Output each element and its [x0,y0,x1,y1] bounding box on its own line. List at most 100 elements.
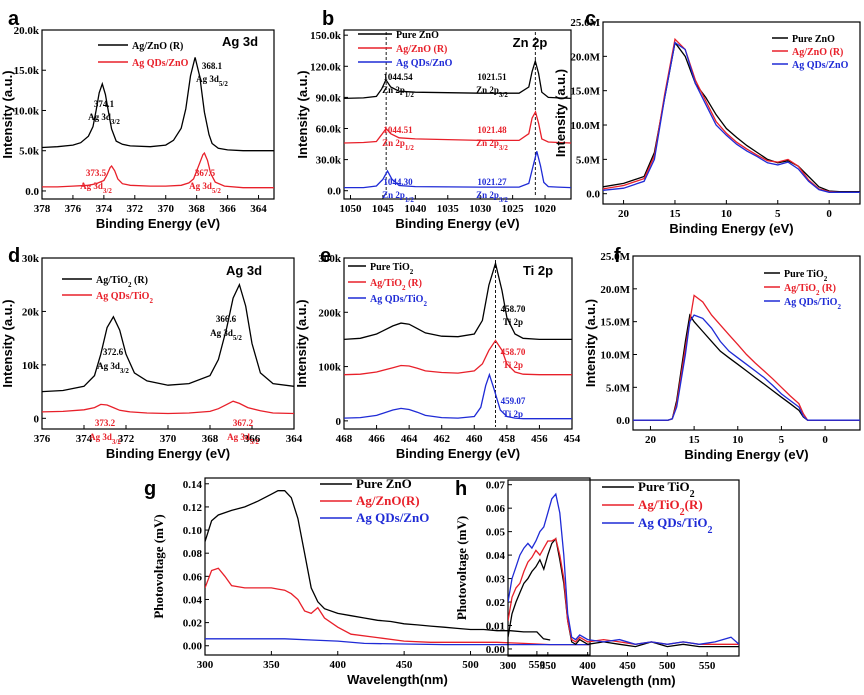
plot-frame [507,479,740,657]
x-tick-label: 15 [689,434,701,446]
y-tick-label: 0.08 [183,548,203,560]
peak-annotation: Ag 3d3/2 [80,181,112,195]
x-tick-label: 1040 [404,203,427,215]
x-tick-label: 0 [826,208,832,220]
x-tick-label: 368 [188,203,205,215]
x-tick-label: 1050 [339,203,362,215]
x-tick-label: 450 [619,660,636,672]
series-line-1 [42,282,294,393]
x-tick-label: 5 [779,434,785,446]
y-axis-label: Intensity (a.u.) [0,70,15,158]
x-tick-label: 462 [433,433,450,445]
y-tick-label: 0.00 [486,644,506,656]
panel-g: g 300 350 400 450 500 550 0.00 0.02 0.04 0.06 0.08 0… [144,476,591,687]
peak-annotation: Ti 2p [503,360,523,370]
panel-letter: h [455,478,467,500]
x-tick-label: 400 [579,660,596,672]
y-axis-label: Intensity (a.u.) [294,299,309,387]
x-tick-label: 364 [286,433,303,445]
x-tick-label: 374 [96,203,113,215]
y-axis-label: Intensity (a.u.) [295,70,310,158]
peak-annotation: 1021.27 [477,177,507,187]
x-tick-label: 458 [499,433,516,445]
y-tick-label: 0.04 [486,550,506,562]
peak-annotation: Zn 2p3/2 [476,138,508,152]
peak-annotation: 373.2 [95,418,116,428]
series-line-2 [508,537,739,645]
x-tick-label: 1035 [437,203,460,215]
x-axis-label: Binding Energy (eV) [684,447,808,462]
x-tick-label: 374 [76,433,93,445]
x-axis-label: Binding Energy (eV) [396,446,520,461]
x-axis-label: Binding Energy (eV) [669,221,793,236]
x-tick-label: 456 [531,433,548,445]
x-tick-label: 370 [157,203,174,215]
series-line-1 [508,537,739,648]
x-tick-label: 350 [263,659,280,671]
y-tick-label: 120.0k [310,61,342,73]
series-line-3 [633,314,860,421]
y-tick-label: 0 [336,416,342,428]
peak-annotation: Ag 3d5/2 [227,432,259,446]
y-axis-label: Intensity (a.u.) [553,69,568,157]
x-tick-label: 368 [202,433,219,445]
x-tick-label: 454 [564,433,581,445]
x-tick-label: 300 [197,659,214,671]
y-tick-label: 0.0 [616,415,630,427]
y-tick-label: 10k [22,360,40,372]
peak-annotation: 1044.54 [383,72,413,82]
series-line-3 [508,492,739,645]
peak-annotation: Zn 2p1/2 [382,138,414,152]
legend-entry: Ag QDs/TiO2 [96,291,153,305]
peak-annotation: 1021.51 [477,72,507,82]
peak-annotation: Zn 2p1/2 [382,190,414,204]
x-tick-label: 15 [669,208,681,220]
x-tick-label: 466 [368,433,385,445]
y-tick-label: 0.14 [183,479,203,491]
series-line-1 [205,490,551,641]
y-tick-label: 0.04 [183,594,203,606]
panel-title: Ag 3d [226,263,262,278]
panel-d: d 376 374 372 370 368 366 364 0 10k 20k 30k Binding … [0,245,303,461]
x-tick-label: 400 [330,659,347,671]
y-tick-label: 200k [318,307,342,319]
x-tick-label: 500 [462,659,479,671]
y-tick-label: 0.03 [486,574,506,586]
x-tick-label: 464 [401,433,418,445]
legend-entry: Ag QDs/TiO2 [784,297,841,311]
panel-a: a 378 376 374 372 370 368 366 364 0.0 5.0k 10.0k 15.… [0,8,275,231]
series-line-2 [42,151,274,189]
x-tick-label: 372 [127,203,144,215]
y-tick-label: 15.0M [570,86,600,98]
y-tick-label: 15.0M [600,317,630,329]
y-tick-label: 60.0k [316,123,342,135]
peak-annotation: 1044.51 [383,125,413,135]
x-tick-label: 550 [699,660,716,672]
y-tick-label: 10.0M [570,120,600,132]
series-line-2 [344,110,571,144]
legend-entry: Ag/ZnO(R) [356,493,420,508]
x-tick-label: 1030 [469,203,492,215]
peak-annotation: 1044.30 [383,177,413,187]
x-tick-label: 20 [645,434,657,446]
x-tick-label: 370 [160,433,177,445]
panel-letter: e [320,245,331,267]
y-tick-label: 25.0M [600,251,630,263]
panel-f: f 20 15 10 5 0 0.0 5.0M 10.0M 15.0M 20.0M 25.0M Bind… [583,245,861,462]
x-tick-label: 20 [618,208,630,220]
peak-annotation: 374.1 [94,99,115,109]
y-tick-label: 0.0 [586,189,600,201]
panel-title: Ag 3d [222,34,258,49]
y-tick-label: 0 [34,413,40,425]
legend-entry: Ag QDs/ZnO [792,60,849,71]
peak-annotation: Ag 3d5/2 [196,74,228,88]
legend-entry: Pure TiO2 [370,262,414,276]
legend-entry: Pure TiO2 [784,269,828,283]
y-tick-label: 25.0M [570,17,600,29]
legend-entry: Ag QDs/ZnO [396,58,453,69]
plot-frame [343,29,572,200]
panel-e: e 468 466 464 462 460 458 456 454 0 100k 200k 300k Bi… [294,245,581,461]
legend-entry: Pure ZnO [356,476,412,491]
y-tick-label: 30.0k [316,155,342,167]
